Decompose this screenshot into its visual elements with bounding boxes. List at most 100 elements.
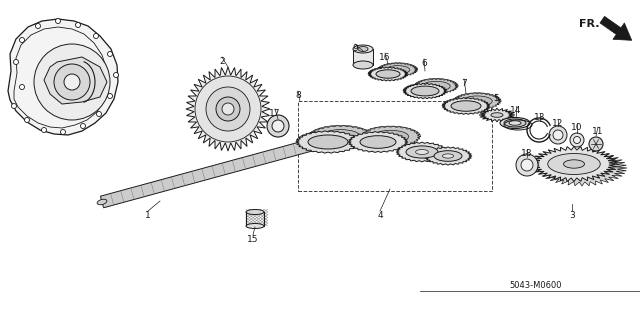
Text: 1: 1 (145, 211, 151, 220)
Circle shape (108, 93, 113, 99)
Circle shape (42, 128, 47, 132)
Circle shape (35, 24, 40, 28)
Circle shape (81, 123, 86, 129)
Circle shape (113, 72, 118, 78)
Text: 4: 4 (377, 211, 383, 220)
Circle shape (13, 60, 19, 64)
Polygon shape (453, 93, 501, 109)
Ellipse shape (434, 151, 462, 161)
Polygon shape (186, 67, 270, 151)
Ellipse shape (442, 154, 454, 158)
Circle shape (54, 64, 90, 100)
Polygon shape (353, 49, 373, 65)
Circle shape (272, 120, 284, 132)
Ellipse shape (491, 113, 503, 117)
Circle shape (61, 130, 65, 135)
Circle shape (573, 137, 580, 144)
Circle shape (19, 85, 24, 90)
Polygon shape (360, 126, 420, 147)
Ellipse shape (386, 66, 410, 74)
Text: 14: 14 (510, 106, 522, 115)
Polygon shape (8, 19, 118, 135)
Polygon shape (100, 138, 317, 208)
Circle shape (76, 23, 81, 27)
Polygon shape (442, 98, 490, 114)
Circle shape (19, 38, 24, 42)
Circle shape (216, 97, 240, 121)
Polygon shape (368, 63, 418, 74)
Polygon shape (424, 147, 472, 165)
Polygon shape (414, 78, 458, 94)
Ellipse shape (97, 199, 107, 205)
Ellipse shape (500, 117, 530, 129)
Ellipse shape (406, 146, 438, 158)
Polygon shape (600, 16, 632, 40)
Polygon shape (442, 93, 501, 106)
Circle shape (206, 87, 250, 131)
Circle shape (589, 137, 603, 151)
Circle shape (64, 74, 80, 90)
Ellipse shape (353, 61, 373, 69)
Text: 10: 10 (572, 123, 583, 132)
Ellipse shape (509, 121, 521, 125)
Ellipse shape (451, 101, 481, 111)
Ellipse shape (563, 160, 584, 168)
Ellipse shape (246, 224, 264, 228)
Text: 9: 9 (352, 44, 358, 53)
Polygon shape (296, 131, 360, 153)
Polygon shape (44, 57, 107, 104)
Ellipse shape (422, 81, 450, 91)
Ellipse shape (504, 119, 526, 127)
Polygon shape (403, 78, 458, 91)
Circle shape (570, 133, 584, 147)
Ellipse shape (462, 96, 492, 107)
Ellipse shape (372, 130, 408, 143)
Text: 12: 12 (552, 119, 564, 128)
Ellipse shape (411, 86, 439, 96)
Text: 18: 18 (521, 149, 532, 158)
Circle shape (108, 51, 113, 56)
Ellipse shape (353, 45, 373, 53)
Circle shape (24, 117, 29, 122)
Circle shape (93, 33, 99, 39)
Text: 6: 6 (421, 59, 427, 68)
Text: 5: 5 (493, 94, 499, 103)
Polygon shape (348, 126, 420, 142)
Text: 2: 2 (219, 57, 225, 66)
Ellipse shape (308, 135, 348, 149)
Ellipse shape (246, 210, 264, 214)
Text: 16: 16 (380, 53, 391, 62)
Text: 15: 15 (247, 235, 259, 244)
Ellipse shape (358, 47, 368, 51)
Text: 8: 8 (295, 91, 301, 100)
Circle shape (267, 115, 289, 137)
Circle shape (521, 159, 533, 171)
Circle shape (222, 103, 234, 115)
Polygon shape (368, 67, 408, 81)
Polygon shape (403, 83, 447, 99)
Circle shape (34, 44, 110, 120)
Ellipse shape (321, 130, 360, 144)
Text: 7: 7 (461, 79, 467, 88)
Ellipse shape (415, 150, 428, 154)
Circle shape (195, 76, 261, 142)
Text: 17: 17 (269, 109, 281, 118)
Text: 11: 11 (592, 127, 604, 136)
Circle shape (56, 19, 61, 24)
Text: 3: 3 (569, 211, 575, 220)
Circle shape (549, 126, 567, 144)
Polygon shape (296, 125, 372, 142)
Ellipse shape (376, 70, 400, 78)
Polygon shape (479, 108, 515, 122)
Ellipse shape (548, 153, 600, 174)
Ellipse shape (360, 136, 396, 148)
Polygon shape (378, 63, 418, 77)
Circle shape (12, 103, 17, 108)
Circle shape (553, 130, 563, 140)
Polygon shape (530, 146, 618, 182)
Circle shape (97, 112, 102, 116)
Polygon shape (308, 125, 372, 148)
Text: 13: 13 (534, 113, 546, 122)
Text: 5043-M0600: 5043-M0600 (509, 280, 563, 290)
Polygon shape (396, 142, 448, 162)
